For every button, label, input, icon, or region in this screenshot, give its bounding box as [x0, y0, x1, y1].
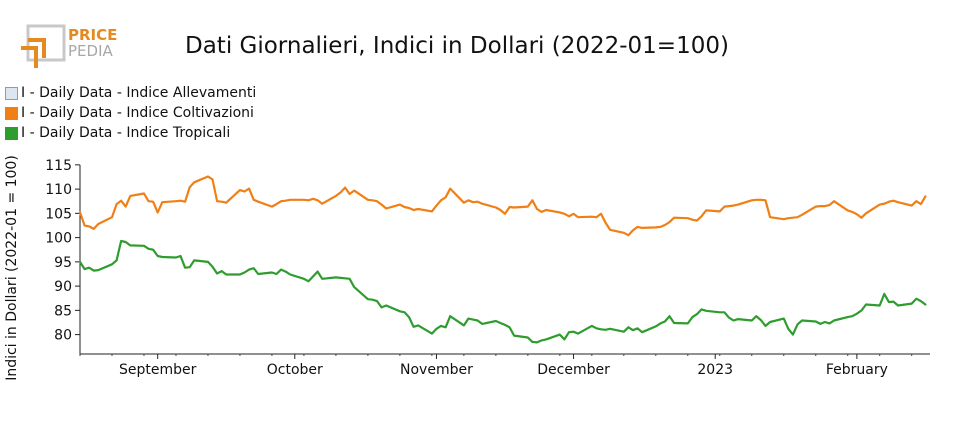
- x-axis: September October November December 2023 Febr…: [79, 353, 930, 378]
- x-tick-label: 2023: [697, 362, 733, 378]
- legend-item-tropicali[interactable]: I - Daily Data - Indice Tropicali: [5, 123, 256, 143]
- legend-item-coltivazioni[interactable]: I - Daily Data - Indice Coltivazioni: [5, 103, 256, 123]
- pricepedia-logo-mark: [21, 24, 66, 68]
- y-tick-label: 110: [45, 182, 72, 198]
- legend-label-coltivazioni: I - Daily Data - Indice Coltivazioni: [21, 105, 254, 121]
- series-lines: [78, 175, 927, 344]
- chart-legend: I - Daily Data - Indice Allevamenti I - …: [5, 83, 256, 143]
- x-tick-label: October: [267, 362, 323, 378]
- legend-label-allevamenti: I - Daily Data - Indice Allevamenti: [21, 85, 257, 101]
- y-tick-label: 115: [45, 158, 72, 174]
- y-axis: 80 85 90 95 100 105 110 115: [45, 158, 81, 354]
- y-axis-label: Indici in Dollari (2022-01 = 100): [4, 155, 20, 381]
- y-tick-label: 100: [45, 231, 72, 247]
- y-tick-label: 80: [54, 328, 72, 344]
- legend-swatch-tropicali: [5, 126, 18, 140]
- legend-swatch-allevamenti: [5, 86, 18, 100]
- x-tick-label: December: [537, 362, 610, 378]
- series-line-tropicali: [78, 239, 927, 344]
- logo-text-price: PRICE: [68, 26, 118, 44]
- y-tick-label: 95: [54, 255, 72, 271]
- y-tick-label: 105: [45, 206, 72, 222]
- y-tick-label: 85: [54, 303, 72, 319]
- logo-text-pedia: PEDIA: [68, 42, 113, 60]
- x-tick-label: September: [119, 362, 197, 378]
- legend-item-allevamenti[interactable]: I - Daily Data - Indice Allevamenti: [5, 83, 256, 103]
- chart-title: Dati Giornalieri, Indici in Dollari (202…: [185, 33, 729, 59]
- y-tick-label: 90: [54, 279, 72, 295]
- series-line-coltivazioni: [78, 175, 927, 237]
- x-tick-label: November: [400, 362, 473, 378]
- legend-swatch-coltivazioni: [5, 106, 18, 120]
- legend-label-tropicali: I - Daily Data - Indice Tropicali: [21, 125, 231, 141]
- x-tick-label: February: [826, 362, 888, 378]
- pricepedia-logo: PRICE PEDIA: [18, 24, 128, 74]
